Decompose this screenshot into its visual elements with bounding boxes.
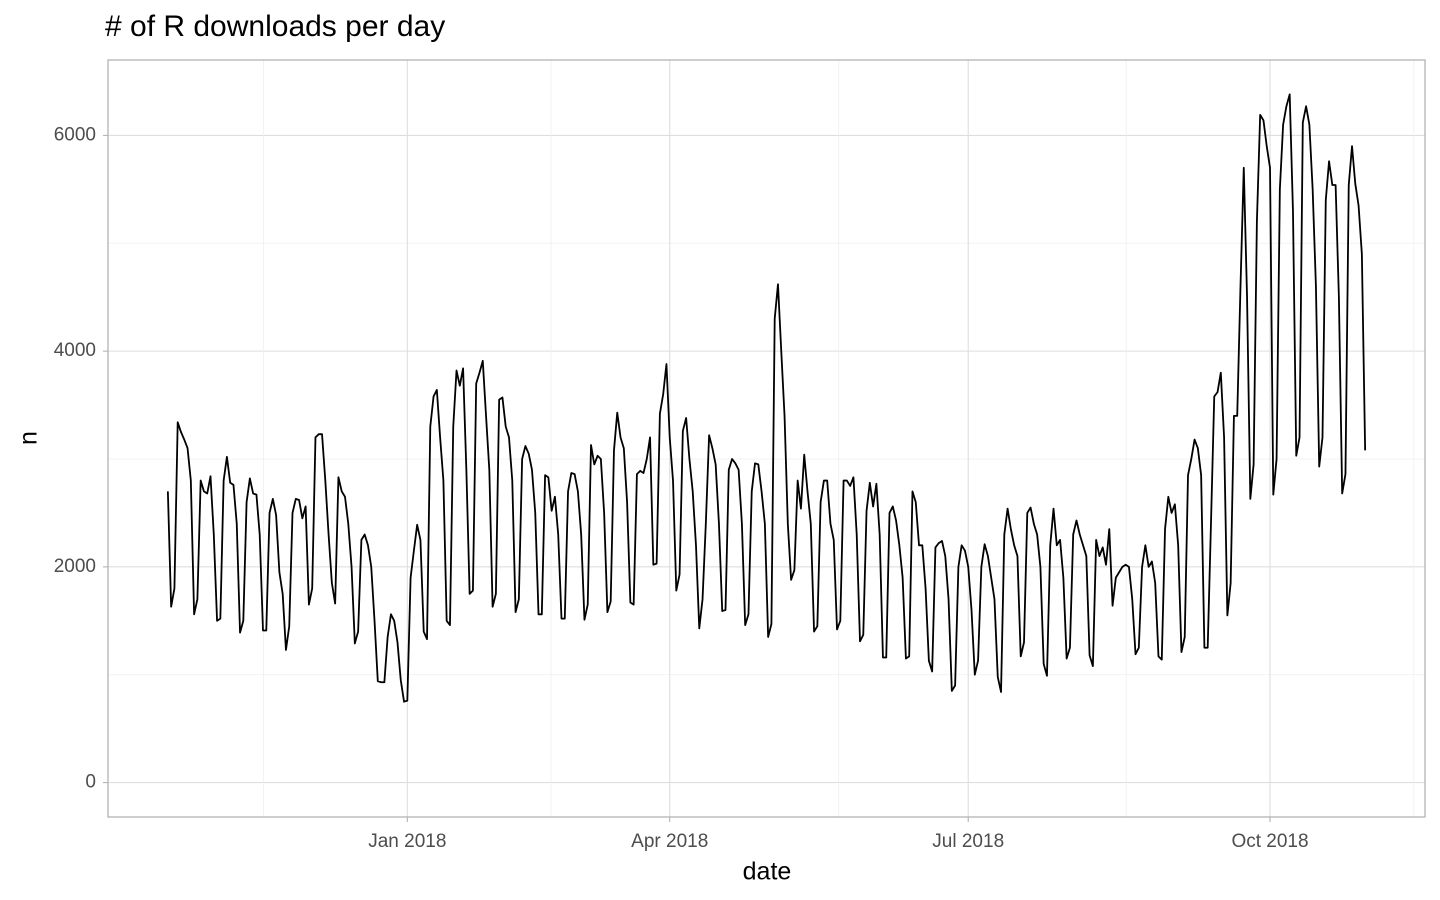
x-tick-label: Jul 2018 (932, 831, 1004, 852)
y-tick-label: 6000 (54, 124, 96, 145)
panel-border (107, 59, 1426, 818)
y-tick-label: 0 (85, 772, 96, 793)
x-tick-label: Apr 2018 (631, 831, 708, 852)
x-tick-label: Jan 2018 (368, 831, 446, 852)
x-axis-title: date (743, 858, 792, 886)
y-axis-title: n (15, 431, 43, 445)
y-tick-label: 2000 (54, 556, 96, 577)
y-tick-label: 4000 (54, 340, 96, 361)
x-tick-label: Oct 2018 (1231, 831, 1308, 852)
mark-layer (166, 93, 1367, 703)
data-line (166, 93, 1367, 703)
chart-title: # of R downloads per day (105, 10, 445, 43)
